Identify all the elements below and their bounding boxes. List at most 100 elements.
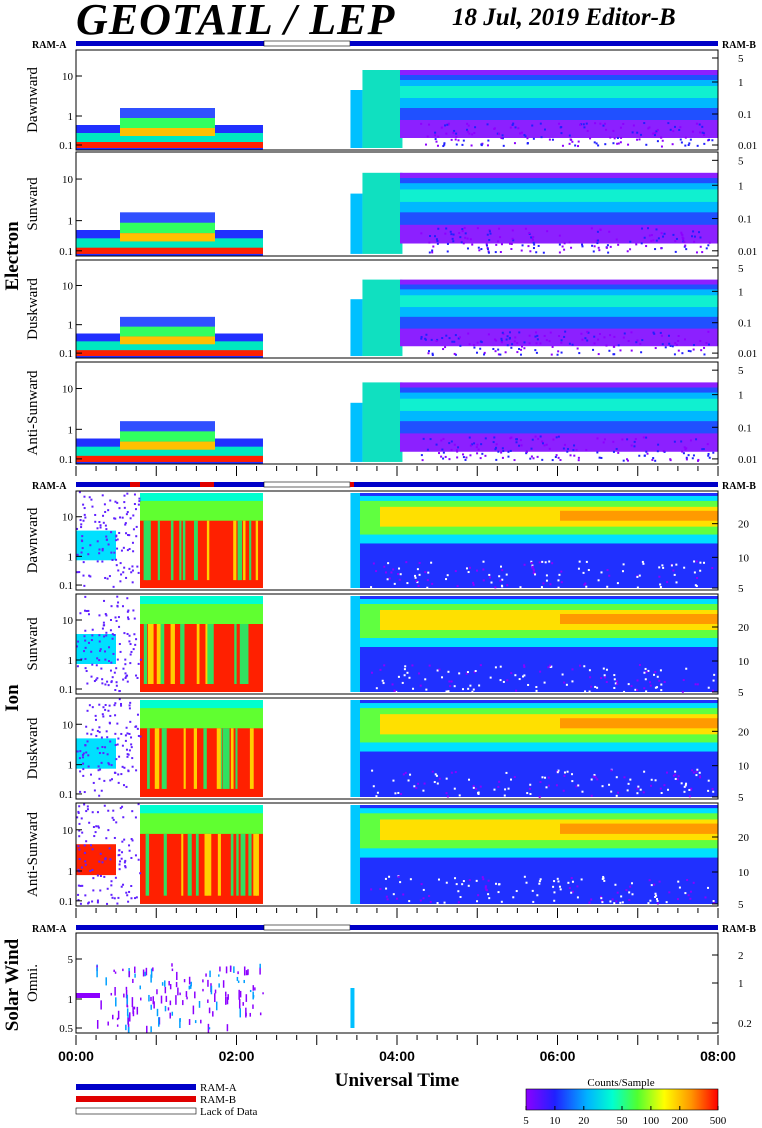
spec-band: [560, 823, 718, 834]
noise-dot: [508, 336, 511, 339]
left-tick-label: 1: [68, 216, 74, 228]
noise-dot: [94, 831, 97, 834]
noise-dot: [102, 752, 105, 755]
spec-dot: [156, 989, 158, 995]
noise-dot: [457, 337, 460, 340]
noise-dot: [650, 778, 653, 781]
noise-dot: [469, 454, 472, 457]
panel-label-electron-dawnward: Dawnward: [25, 67, 41, 133]
noise-dot: [577, 140, 580, 143]
right-tick-label: 10: [738, 552, 750, 564]
spec-dot: [126, 994, 129, 1005]
noise-dot: [116, 595, 119, 598]
noise-dot: [531, 237, 534, 240]
noise-dot: [539, 435, 542, 438]
noise-dot: [487, 893, 490, 896]
noise-dot: [436, 239, 439, 242]
noise-dot: [444, 124, 447, 127]
noise-dot: [488, 573, 491, 576]
noise-dot: [83, 507, 86, 510]
noise-dot: [647, 902, 650, 905]
noise-dot: [99, 874, 102, 877]
noise-dot: [96, 811, 99, 814]
spec-dot: [134, 973, 136, 978]
noise-dot: [452, 131, 455, 134]
noise-dot: [76, 553, 79, 556]
noise-dot: [647, 669, 650, 672]
spec-dot: [105, 977, 107, 986]
noise-dot: [127, 618, 130, 621]
noise-dot: [494, 586, 497, 589]
noise-dot: [82, 519, 85, 522]
noise-dot: [472, 786, 475, 789]
noise-dot: [409, 773, 412, 776]
noise-dot: [406, 671, 409, 674]
noise-dot: [646, 452, 649, 455]
noise-dot: [124, 866, 127, 869]
noise-dot: [76, 665, 79, 668]
noise-dot: [96, 677, 99, 680]
noise-dot: [118, 531, 121, 534]
noise-dot: [132, 528, 135, 531]
spec-streak: [145, 520, 151, 581]
noise-dot: [654, 686, 657, 689]
noise-dot: [109, 779, 112, 782]
noise-dot: [117, 781, 120, 784]
noise-dot: [683, 446, 686, 449]
noise-dot: [501, 331, 504, 334]
noise-dot: [128, 732, 131, 735]
spec-dot: [164, 986, 167, 994]
noise-dot: [604, 143, 607, 146]
noise-dot: [622, 563, 625, 566]
noise-dot: [603, 122, 606, 125]
noise-dot: [544, 776, 547, 779]
noise-dot: [116, 605, 119, 608]
noise-dot: [417, 584, 420, 587]
noise-dot: [529, 250, 532, 253]
noise-dot: [555, 784, 558, 787]
noise-dot: [476, 351, 479, 354]
noise-dot: [101, 549, 104, 552]
noise-dot: [110, 880, 113, 883]
noise-dot: [674, 777, 677, 780]
noise-dot: [502, 450, 505, 453]
spec-dot: [259, 963, 261, 969]
noise-dot: [622, 122, 625, 125]
noise-dot: [608, 349, 611, 352]
noise-dot: [448, 458, 451, 461]
noise-dot: [136, 565, 139, 568]
noise-dot: [703, 346, 706, 349]
noise-dot: [115, 681, 118, 684]
noise-dot: [689, 897, 692, 900]
noise-dot: [111, 816, 114, 819]
noise-dot: [131, 810, 134, 813]
noise-dot: [698, 231, 701, 234]
noise-dot: [532, 137, 535, 140]
noise-dot: [658, 566, 661, 569]
noise-dot: [535, 689, 538, 692]
noise-dot: [119, 702, 122, 705]
noise-dot: [388, 875, 391, 878]
noise-dot: [571, 668, 574, 671]
noise-dot: [116, 538, 119, 541]
noise-dot: [564, 330, 567, 333]
noise-dot: [494, 350, 497, 353]
noise-dot: [650, 239, 653, 242]
noise-dot: [528, 787, 531, 790]
spec-dot: [129, 1012, 131, 1022]
noise-dot: [630, 331, 633, 334]
noise-dot: [586, 330, 589, 333]
noise-dot: [670, 564, 673, 567]
noise-dot: [690, 787, 693, 790]
noise-dot: [82, 762, 85, 765]
noise-dot: [575, 785, 578, 788]
noise-dot: [113, 551, 116, 554]
noise-dot: [468, 132, 471, 135]
noise-dot: [529, 457, 532, 460]
noise-dot: [594, 776, 597, 779]
noise-dot: [556, 771, 559, 774]
noise-dot: [126, 632, 129, 635]
spec-dot: [252, 991, 254, 1000]
noise-dot: [552, 438, 555, 441]
noise-dot: [629, 248, 632, 251]
